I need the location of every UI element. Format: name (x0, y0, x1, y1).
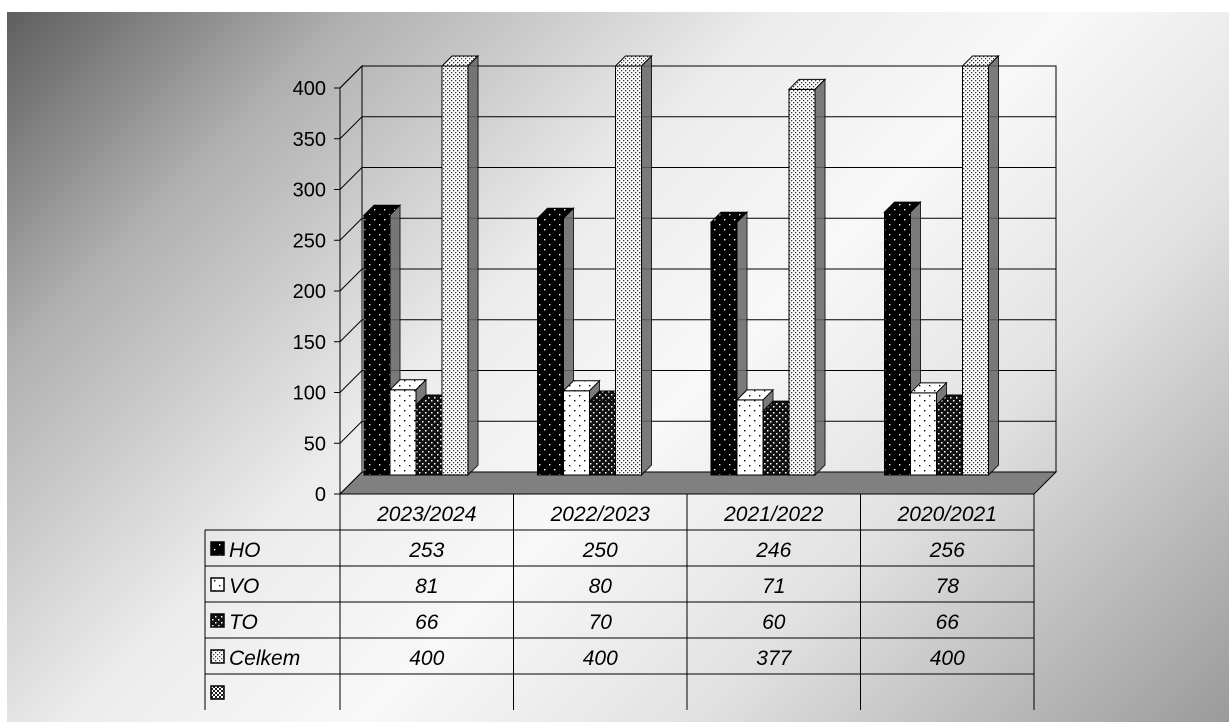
bars (362, 54, 1000, 477)
category-label: 2020/2021 (897, 503, 997, 526)
data-value: 253 (408, 539, 444, 562)
bar-front (389, 389, 417, 476)
gridline-side (339, 319, 363, 343)
data-value: 250 (582, 539, 618, 562)
bar-front (589, 400, 616, 476)
category-label: 2021/2022 (723, 503, 824, 526)
bar-chart: 0 50 100 150 200 250 300 350 400 2023/2024 2022/2… (204, 54, 1058, 710)
data-value: 400 (930, 647, 965, 670)
legend-key (210, 685, 225, 700)
gridline-side (339, 420, 363, 444)
data-value: 81 (415, 575, 438, 598)
bar-front (363, 214, 391, 476)
bar-front (537, 217, 564, 476)
y-tick-label: 150 (293, 332, 326, 354)
data-value: 66 (936, 611, 960, 634)
y-tick-label: 300 (293, 180, 326, 202)
bar (787, 78, 827, 477)
data-value: 71 (762, 575, 785, 598)
y-axis: 0 50 100 150 200 250 300 350 400 (293, 78, 341, 506)
bar (440, 54, 480, 477)
bar (614, 54, 653, 477)
bar-front (736, 399, 764, 476)
y-tick-label: 50 (304, 433, 326, 455)
gridline-side (339, 116, 363, 140)
bar-side (641, 54, 652, 477)
category-label: 2022/2023 (550, 503, 651, 526)
bar-front (710, 221, 738, 476)
bar-front (441, 65, 469, 476)
data-value: 400 (583, 647, 618, 670)
legend-key (210, 577, 225, 592)
bar-side (467, 54, 479, 477)
data-value: 80 (589, 575, 613, 598)
category-label: 2023/2024 (376, 503, 476, 526)
legend-key (210, 541, 225, 556)
y-tick-label: 100 (293, 383, 326, 405)
data-value: 246 (755, 539, 791, 562)
bar-front (563, 390, 590, 476)
gridline-side (339, 167, 363, 190)
gridline-side (339, 268, 363, 292)
bar-front (962, 65, 989, 476)
legend-key (210, 613, 225, 628)
legend-key (210, 649, 225, 664)
bar-front (615, 65, 642, 476)
chart-area: 0 50 100 150 200 250 300 350 400 2023/2024 2022/2… (7, 12, 1229, 722)
data-value: 70 (589, 611, 613, 634)
bar-side (814, 78, 826, 477)
data-value: 256 (929, 539, 965, 562)
series-label: HO (229, 539, 261, 562)
bar-side (988, 54, 999, 477)
series-label: TO (229, 611, 258, 634)
bar (961, 54, 1000, 477)
series-label: Celkem (229, 647, 300, 670)
y-tick-label: 200 (293, 281, 326, 303)
data-value: 377 (756, 647, 792, 670)
bar-front (788, 88, 816, 476)
series-label: VO (229, 575, 259, 598)
bar-front (936, 404, 963, 476)
gridline-side (339, 217, 363, 241)
bar-front (884, 211, 911, 476)
y-tick-label: 250 (293, 230, 326, 252)
data-value: 66 (415, 611, 439, 634)
data-table: 2023/2024 2022/2023 2021/2022 2020/2021 HO 25… (204, 493, 1035, 710)
bar-front (910, 392, 937, 476)
y-tick-label: 400 (293, 78, 326, 100)
y-tick-label: 350 (293, 129, 326, 151)
y-tick-label: 0 (315, 484, 326, 506)
bar-front (415, 404, 443, 476)
gridline-side (339, 370, 363, 393)
data-value: 400 (409, 647, 444, 670)
bar-front (762, 410, 790, 476)
gridline-side (339, 65, 363, 89)
data-value: 60 (762, 611, 786, 634)
data-value: 78 (936, 575, 960, 598)
